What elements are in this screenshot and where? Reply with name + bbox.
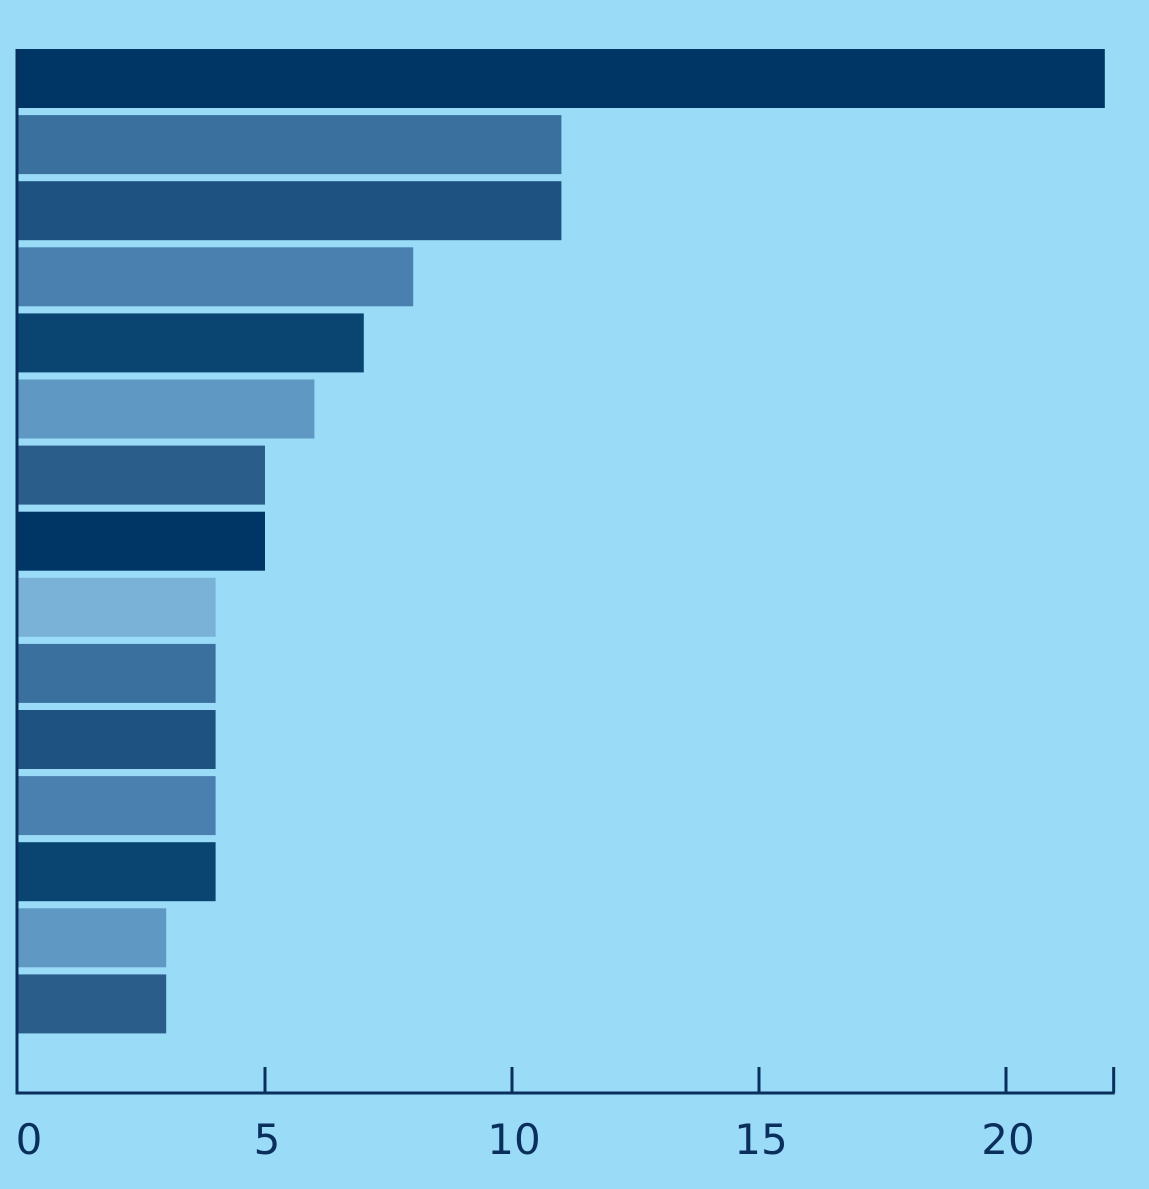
bar-3 [18,181,562,241]
x-tick-label: 10 [487,1115,540,1164]
bar-12 [18,776,216,836]
bar-11 [18,710,216,769]
bar-13 [18,842,216,902]
x-tick-label: 0 [16,1115,43,1164]
bar-1 [18,49,1105,108]
bar-9 [18,577,216,637]
bar-6 [18,379,315,439]
bar-14 [18,908,167,968]
bar-8 [18,511,265,571]
bar-5 [18,313,364,373]
axis-layer [15,49,1116,1095]
bar-4 [18,247,414,307]
x-tick-label: 20 [981,1115,1034,1164]
bars-layer [18,49,1105,1034]
x-tick-label: 5 [254,1115,281,1164]
x-tick-label: 15 [734,1115,787,1164]
bar-2 [18,115,562,175]
bar-7 [18,445,265,505]
bar-10 [18,643,216,703]
bar-15 [18,974,167,1034]
x-ticks: 0 5 10 15 20 [16,1067,1035,1164]
